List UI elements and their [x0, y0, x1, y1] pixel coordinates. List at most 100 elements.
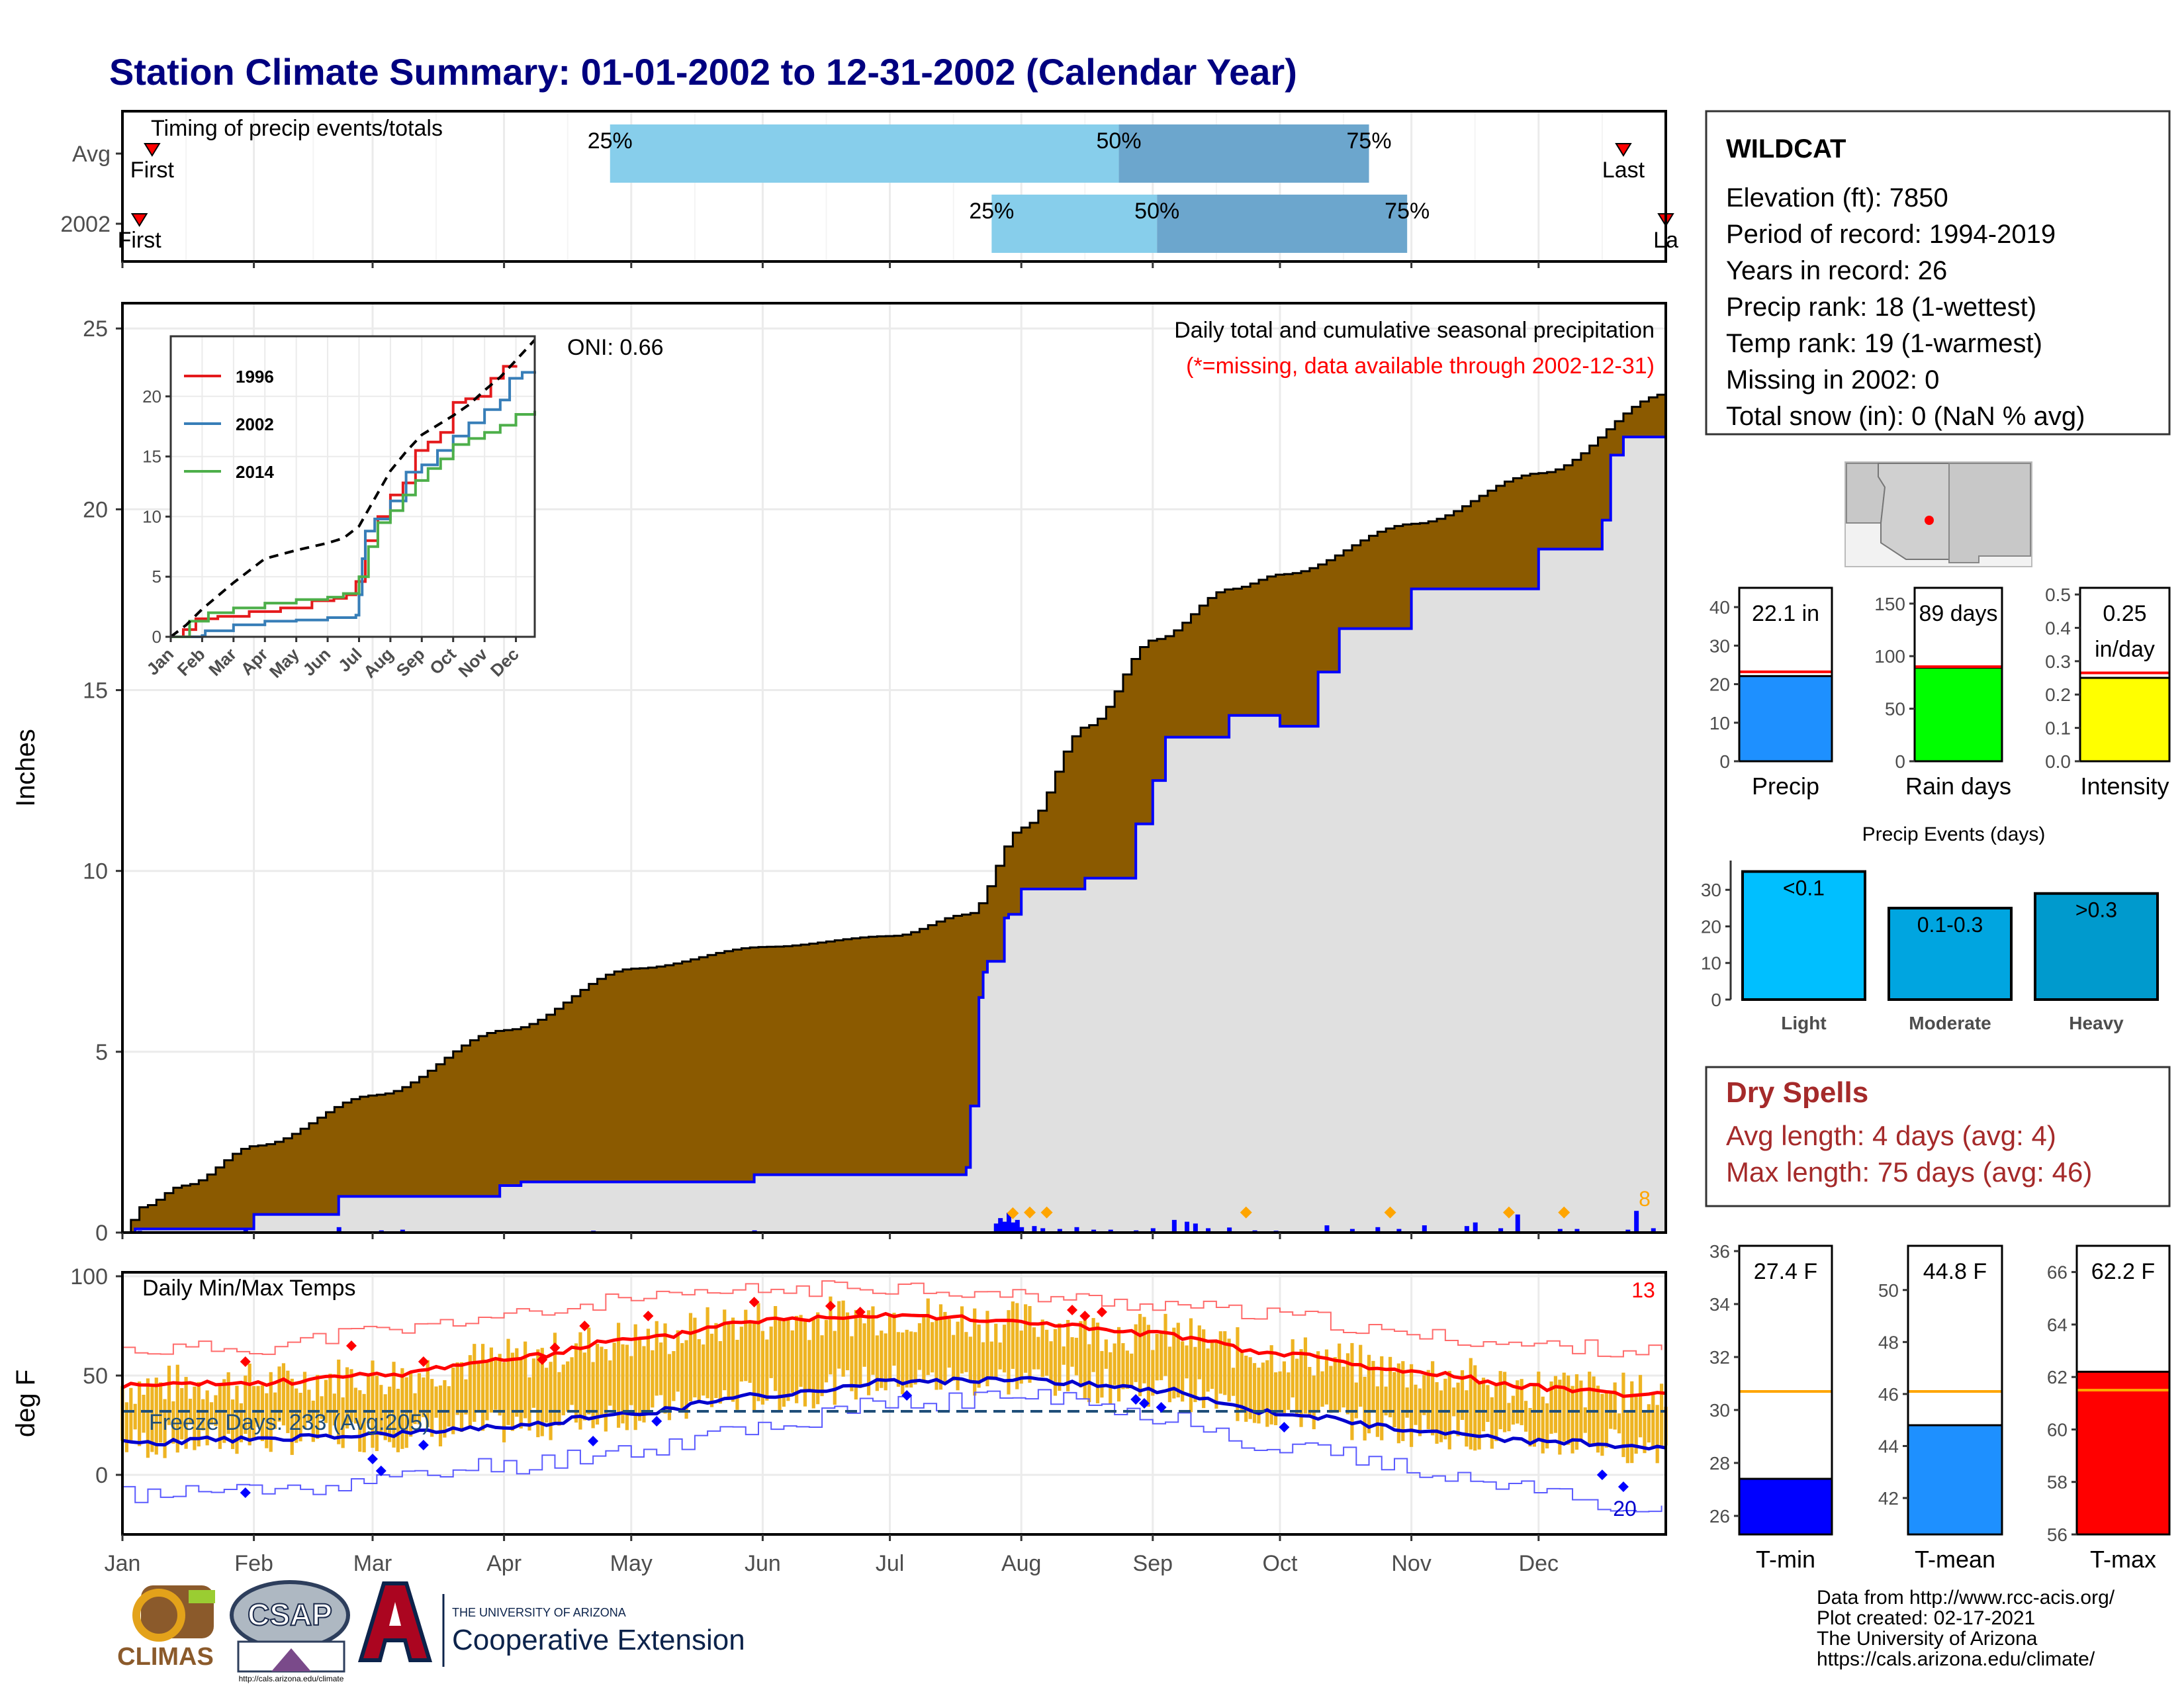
daily-temp-bar — [1181, 1341, 1185, 1402]
daily-temp-bar — [167, 1366, 171, 1425]
daily-temp-bar — [994, 1323, 998, 1378]
daily-temp-bar — [1091, 1318, 1095, 1372]
daily-temp-bar — [256, 1385, 260, 1427]
daily-temp-bar — [426, 1360, 430, 1427]
station-info-line: Temp rank: 19 (1-warmest) — [1726, 329, 2042, 358]
daily-precip-bar — [400, 1229, 405, 1233]
mini-frame — [1738, 1244, 1833, 1536]
tmin-ytick-label: 34 — [1709, 1294, 1730, 1315]
daily-temp-bar — [1435, 1382, 1439, 1444]
daily-temp-bar — [782, 1321, 786, 1407]
inset-month-label: Jun — [298, 644, 334, 680]
daily-temp-bar — [184, 1377, 188, 1449]
climas-logo-leaf — [189, 1590, 215, 1603]
footer-source-line: Data from http://www.rcc-acis.org/ — [1817, 1587, 2115, 1609]
daily-temp-bar — [1291, 1339, 1295, 1398]
daily-temp-bar — [1490, 1397, 1494, 1449]
intensity-value-unit: in/day — [2095, 637, 2155, 662]
tmean-mini-chart: 42 44 46 48 50 44.8 F T-mean — [1878, 1244, 2003, 1573]
station-info-line: Precip rank: 18 (1-wettest) — [1726, 293, 2036, 322]
rain-days-bar — [1913, 667, 2003, 763]
daily-temp-bar — [1257, 1368, 1261, 1424]
record-min-marker — [588, 1436, 599, 1446]
tmean-ytick-label: 50 — [1878, 1280, 1899, 1301]
daily-temp-bar — [905, 1329, 909, 1388]
daily-temp-bar — [417, 1373, 422, 1425]
daily-temp-bar — [295, 1388, 298, 1443]
daily-temp-bar — [175, 1364, 179, 1453]
daily-temp-bar — [752, 1323, 756, 1411]
precip-total-ytick-label: 40 — [1709, 597, 1730, 618]
daily-temp-bar — [133, 1403, 137, 1430]
daily-temp-bar — [1116, 1327, 1121, 1402]
rain-days-ytick-label: 150 — [1874, 594, 1905, 614]
daily-temp-bar — [150, 1385, 154, 1452]
daily-temp-bar — [332, 1393, 336, 1426]
month-axis-label: Jan — [105, 1551, 141, 1576]
daily-precip-bar — [1040, 1228, 1046, 1233]
daily-temp-bar — [138, 1381, 142, 1446]
intensity-mini-chart: 0.0 0.1 0.2 0.3 0.4 0.5 0.25 in/day Intensity — [2045, 585, 2171, 800]
daily-temp-bar — [311, 1400, 315, 1442]
timing-p50-label: 50% — [1134, 199, 1179, 224]
ua-logo-line1: THE UNIVERSITY OF ARIZONA — [452, 1606, 626, 1619]
inset-month-label: May — [265, 644, 303, 682]
daily-temp-bar — [1338, 1343, 1342, 1413]
daily-temp-bar — [320, 1396, 324, 1419]
daily-temp-bar — [485, 1360, 489, 1421]
daily-temp-bar — [124, 1402, 129, 1452]
daily-temp-bar — [862, 1323, 866, 1367]
daily-temp-bar — [188, 1399, 193, 1424]
daily-temp-bar — [688, 1313, 693, 1402]
daily-precip-bar — [1375, 1227, 1381, 1233]
daily-temp-bar — [646, 1329, 651, 1413]
daily-precip-bar — [243, 1228, 248, 1233]
tmax-ytick-label: 64 — [2047, 1315, 2068, 1335]
daily-temp-bar — [1465, 1390, 1469, 1447]
daily-precip-bar — [1206, 1228, 1211, 1233]
daily-temp-bar — [1269, 1345, 1273, 1425]
daily-temp-bar — [655, 1321, 659, 1396]
daily-temp-bar — [604, 1349, 608, 1432]
daily-temp-bar — [1638, 1375, 1643, 1438]
daily-temp-bar — [1142, 1317, 1146, 1383]
daily-temp-bar — [960, 1306, 964, 1374]
precip-events-chart: Precip Events (days) <0.1 Light 0.1-0.3 Mode… — [1701, 823, 2159, 1033]
daily-temp-bar — [1058, 1323, 1062, 1391]
intensity-bar — [2079, 677, 2171, 763]
month-axis-label: Jul — [876, 1551, 904, 1576]
daily-temp-bar — [1104, 1339, 1108, 1369]
events-ytick-label: 0 — [1711, 990, 1721, 1010]
mini-frame — [1907, 1244, 2003, 1536]
last-event-marker — [1615, 143, 1632, 157]
ua-logo: THE UNIVERSITY OF ARIZONA Cooperative Ext… — [357, 1581, 745, 1667]
extreme-precip-marker — [1024, 1206, 1036, 1219]
record-max-marker — [1067, 1305, 1078, 1315]
daily-temp-bar — [718, 1340, 722, 1404]
daily-temp-bar — [409, 1373, 413, 1437]
daily-precip-bar — [1057, 1229, 1062, 1233]
csap-logo: CSAP http://cals.arizona.edu/climate — [230, 1580, 350, 1683]
daily-temp-bar — [1151, 1350, 1155, 1396]
events-category-label: Moderate — [1909, 1013, 1991, 1033]
daily-temp-bar — [1414, 1384, 1418, 1425]
daily-temp-bar — [1541, 1396, 1545, 1454]
daily-temp-bar — [871, 1306, 875, 1375]
ua-logo-line2: Cooperative Extension — [452, 1624, 745, 1656]
daily-temp-bar — [934, 1317, 938, 1390]
record-min-marker — [1138, 1398, 1150, 1409]
intensity-ytick-label: 0.3 — [2045, 651, 2071, 672]
daily-temp-bar — [396, 1388, 400, 1452]
daily-temp-bar — [1498, 1371, 1502, 1430]
precip-subtitle: Daily total and cumulative seasonal prec… — [1174, 318, 1655, 343]
mini-frame — [1738, 586, 1833, 763]
daily-temp-bar — [566, 1361, 570, 1412]
daily-temp-bar — [358, 1390, 362, 1452]
station-info-box: WILDCAT Elevation (ft): 7850 Period of rec… — [1705, 110, 2171, 436]
daily-precip-bar — [1108, 1229, 1113, 1233]
record-max-marker — [643, 1311, 654, 1321]
daily-temp-bar — [1371, 1360, 1375, 1411]
daily-temp-bar — [244, 1376, 248, 1434]
station-info-line: Period of record: 1994-2019 — [1726, 220, 2056, 249]
daily-temp-bar — [756, 1303, 760, 1401]
